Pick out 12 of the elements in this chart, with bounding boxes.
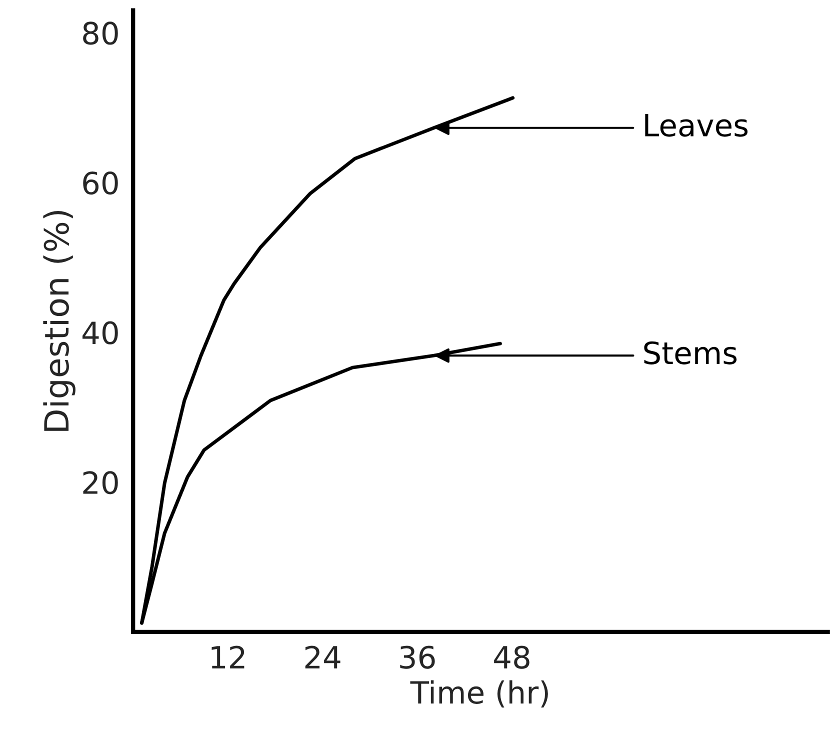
x-tick-label: 24 [305, 646, 340, 668]
y-tick-label: 80 [83, 22, 118, 45]
x-tick-label: 48 [494, 646, 530, 669]
y-axis-title: Digestion (%) [43, 210, 76, 431]
text: Stems [644, 341, 737, 364]
text: Leaves [645, 114, 748, 137]
x-axis-title: Time (hr) [410, 680, 548, 708]
y-tick-label: 60 [83, 171, 118, 195]
x-tick-label: 36 [400, 646, 435, 669]
y-tick-label: 20 [83, 471, 118, 494]
y-tick-label: 40 [82, 321, 118, 344]
x-tick-label: 12 [212, 646, 244, 668]
